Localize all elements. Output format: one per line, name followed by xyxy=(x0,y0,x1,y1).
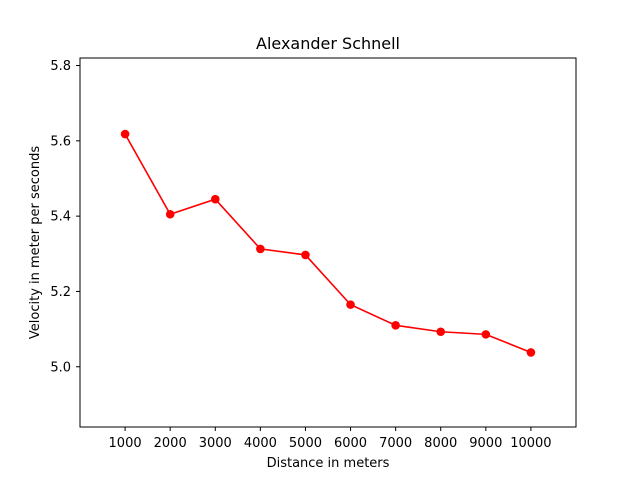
chart-title: Alexander Schnell xyxy=(256,34,400,53)
x-axis-label: Distance in meters xyxy=(267,456,390,471)
y-tick-label: 5.2 xyxy=(50,285,71,300)
y-tick-label: 5.8 xyxy=(50,59,71,74)
data-point xyxy=(436,327,446,337)
data-point xyxy=(165,209,175,219)
plot-frame xyxy=(79,57,577,428)
x-tick-label: 9000 xyxy=(469,436,502,451)
x-tick-label: 10000 xyxy=(510,436,551,451)
data-point xyxy=(256,244,265,254)
series-line xyxy=(124,133,532,354)
x-tick-label: 8000 xyxy=(424,436,457,451)
y-axis-label: Velocity in meter per seconds xyxy=(28,146,43,339)
data-point xyxy=(391,321,400,330)
y-tick-label: 5.6 xyxy=(50,134,71,149)
x-tick-label: 7000 xyxy=(379,436,412,451)
data-point xyxy=(481,330,491,339)
x-tick-label: 5000 xyxy=(289,436,322,451)
x-tick-label: 3000 xyxy=(199,436,232,451)
plot-area xyxy=(80,58,576,427)
x-tick-label: 4000 xyxy=(244,436,277,451)
x-tick-label: 1000 xyxy=(109,436,142,451)
data-point xyxy=(210,194,220,204)
data-point xyxy=(301,250,310,260)
data-point xyxy=(526,348,536,357)
data-point xyxy=(346,300,355,309)
plot-marks: 1000 2000 3000 4000 5000 6000 7000 8000 9000 1000… xyxy=(50,59,551,451)
x-tick-label: 6000 xyxy=(334,436,367,451)
y-tick-label: 5.4 xyxy=(50,210,71,225)
y-tick-label: 5.0 xyxy=(50,360,71,375)
x-tick-label: 2000 xyxy=(154,436,187,451)
data-point xyxy=(120,129,130,139)
